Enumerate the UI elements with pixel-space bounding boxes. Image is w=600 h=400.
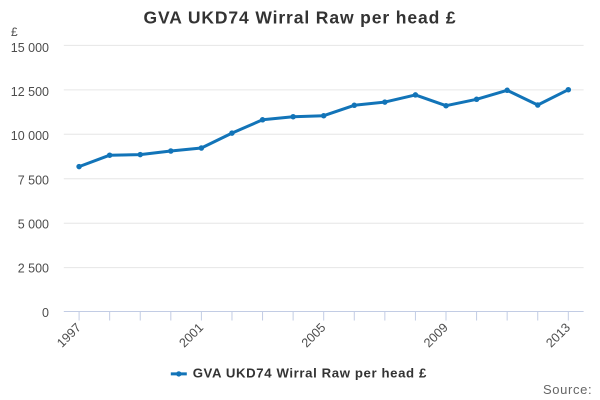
svg-text:0: 0 xyxy=(42,306,49,320)
svg-text:GVA UKD74 Wirral Raw per head: GVA UKD74 Wirral Raw per head £ xyxy=(143,8,456,28)
svg-text:2001: 2001 xyxy=(177,321,207,351)
svg-text:Source:: Source: xyxy=(543,382,592,397)
svg-text:10 000: 10 000 xyxy=(11,129,49,143)
svg-text:2005: 2005 xyxy=(299,321,329,351)
svg-text:2013: 2013 xyxy=(543,321,573,351)
svg-text:7 500: 7 500 xyxy=(18,173,49,187)
svg-text:2009: 2009 xyxy=(421,321,451,351)
svg-text:15 000: 15 000 xyxy=(11,41,49,55)
svg-text:2 500: 2 500 xyxy=(18,262,49,276)
svg-text:1997: 1997 xyxy=(54,321,84,351)
svg-text:12 500: 12 500 xyxy=(11,85,49,99)
svg-text:GVA UKD74 Wirral Raw per head: GVA UKD74 Wirral Raw per head £ xyxy=(193,365,427,380)
svg-text:5 000: 5 000 xyxy=(18,218,49,232)
svg-text:£: £ xyxy=(11,25,18,39)
